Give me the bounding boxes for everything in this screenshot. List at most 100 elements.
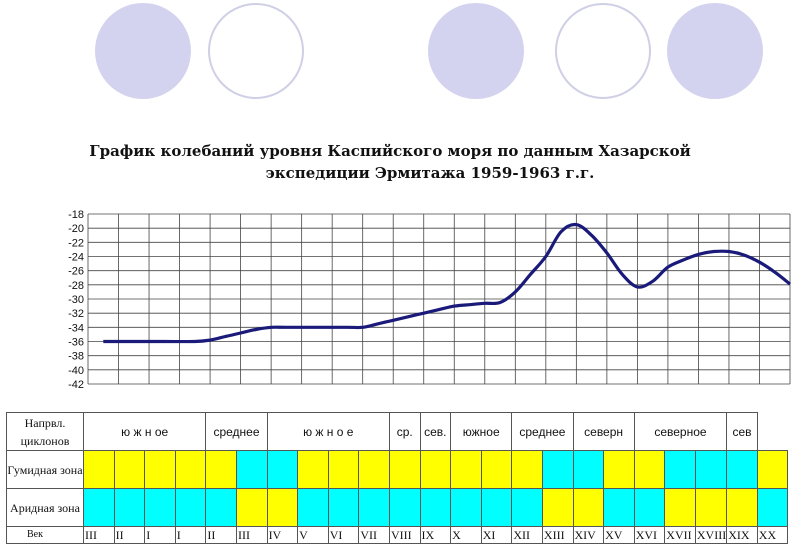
- arid-zone-cell: [419, 488, 452, 527]
- decor-circle-1: [95, 3, 191, 99]
- arid-zone-cell: [174, 488, 207, 527]
- arid-zone-cell: [83, 488, 115, 527]
- humid-zone-cell: [603, 450, 635, 489]
- arid-zone-cell: [480, 488, 513, 527]
- y-tick-label: -40: [68, 365, 84, 377]
- century-cell: II: [113, 526, 146, 544]
- century-cell: XI: [480, 526, 513, 544]
- decor-circle-2: [208, 3, 304, 99]
- cyclone-direction-cell: ю ж н ое: [82, 412, 207, 451]
- century-cell: V: [297, 526, 329, 544]
- arid-zone-cell: [633, 488, 666, 527]
- century-cell: XVI: [633, 526, 666, 544]
- cyclone-direction-cell: среднее: [205, 412, 268, 451]
- century-cell: XX: [756, 526, 789, 544]
- century-cell: XII: [511, 526, 543, 544]
- y-tick-label: -32: [68, 308, 84, 320]
- arid-zone-cell: [726, 488, 758, 527]
- century-cell: I: [144, 526, 176, 544]
- y-tick-label: -26: [68, 266, 84, 278]
- arid-zone-cell: [388, 488, 421, 527]
- y-tick-label: -34: [68, 322, 84, 334]
- century-cell: XVIII: [694, 526, 728, 544]
- humid-zone-cell: [297, 450, 329, 489]
- row-label-humid: Гумидная зона: [6, 450, 84, 489]
- century-cell: XIV: [572, 526, 605, 544]
- humid-zone-cell: [419, 450, 452, 489]
- century-cell: VII: [358, 526, 390, 544]
- y-tick-label: -18: [68, 209, 84, 221]
- decor-circle-5: [667, 3, 763, 99]
- century-cell: VIII: [388, 526, 421, 544]
- arid-zone-cell: [664, 488, 696, 527]
- humid-zone-cell: [388, 450, 421, 489]
- cyclone-direction-cell: сев.: [419, 412, 452, 451]
- century-cell: III: [235, 526, 268, 544]
- century-cell: I: [174, 526, 207, 544]
- century-cell: X: [450, 526, 482, 544]
- humid-zone-cell: [266, 450, 299, 489]
- arid-zone-cell: [358, 488, 390, 527]
- humid-zone-cell: [633, 450, 666, 489]
- century-cell: VI: [327, 526, 360, 544]
- humid-zone-cell: [174, 450, 207, 489]
- cyclone-direction-cell: северное: [633, 412, 728, 451]
- humid-zone-cell: [83, 450, 115, 489]
- humid-zone-cell: [756, 450, 789, 489]
- cyclone-direction-cell: среднее: [511, 412, 574, 451]
- arid-zone-cell: [694, 488, 728, 527]
- chart-title-line1: График колебаний уровня Каспийского моря…: [89, 142, 691, 160]
- arid-zone-cell: [205, 488, 237, 527]
- century-cell: XV: [603, 526, 635, 544]
- cyclone-direction-cell: ю ж н о е: [266, 412, 390, 451]
- row-label-direction: Напрвл. циклонов: [6, 412, 84, 451]
- humid-zone-cell: [450, 450, 482, 489]
- humid-zone-cell: [694, 450, 728, 489]
- arid-zone-cell: [113, 488, 146, 527]
- arid-zone-cell: [450, 488, 482, 527]
- humid-zone-cell: [480, 450, 513, 489]
- y-tick-label: -20: [68, 223, 84, 235]
- chart-title-line2: экспедиции Эрмитажа 1959-1963 г.г.: [265, 164, 595, 182]
- century-cell: XIII: [541, 526, 574, 544]
- century-cell: III: [83, 526, 115, 544]
- decor-circle-4: [555, 3, 651, 99]
- humid-zone-cell: [113, 450, 146, 489]
- arid-zone-cell: [756, 488, 789, 527]
- y-tick-label: -38: [68, 351, 84, 363]
- cyclone-direction-cell: южное: [450, 412, 513, 451]
- humid-zone-cell: [205, 450, 237, 489]
- arid-zone-cell: [541, 488, 574, 527]
- humid-zone-cell: [235, 450, 268, 489]
- arid-zone-cell: [297, 488, 329, 527]
- chart-title: График колебаний уровня Каспийского моря…: [60, 140, 720, 184]
- century-cell: XVII: [664, 526, 696, 544]
- century-cell: II: [205, 526, 237, 544]
- sea-level-chart: -18 -20 -22 -24 -26 -28 -30 -32 -34 -36 -38 -40 -42: [68, 209, 791, 390]
- y-tick-label: -24: [68, 252, 84, 264]
- row-label-arid: Аридная зона: [6, 488, 84, 527]
- sea-level-line: [103, 222, 791, 344]
- arid-zone-cell: [266, 488, 299, 527]
- arid-zone-cell: [327, 488, 360, 527]
- decor-circle-3: [428, 3, 524, 99]
- humid-zone-cell: [358, 450, 390, 489]
- humid-zone-cell: [572, 450, 605, 489]
- century-cell: XIX: [726, 526, 758, 544]
- y-tick-label: -42: [68, 379, 84, 390]
- humid-zone-cell: [327, 450, 360, 489]
- cyclone-direction-cell: сев: [726, 412, 758, 451]
- arid-zone-cell: [144, 488, 176, 527]
- cyclone-direction-cell: ср.: [388, 412, 421, 451]
- century-cell: IX: [419, 526, 452, 544]
- arid-zone-cell: [572, 488, 605, 527]
- y-tick-label: -36: [68, 337, 84, 349]
- humid-zone-cell: [144, 450, 176, 489]
- cyclone-direction-cell: северн: [572, 412, 635, 451]
- arid-zone-cell: [235, 488, 268, 527]
- zones-table: Напрвл. циклонов ю ж н ое среднее ю ж н о …: [6, 412, 789, 544]
- century-cell: IV: [266, 526, 299, 544]
- y-tick-label: -28: [68, 280, 84, 292]
- humid-zone-cell: [726, 450, 758, 489]
- row-label-century: Век: [6, 526, 84, 544]
